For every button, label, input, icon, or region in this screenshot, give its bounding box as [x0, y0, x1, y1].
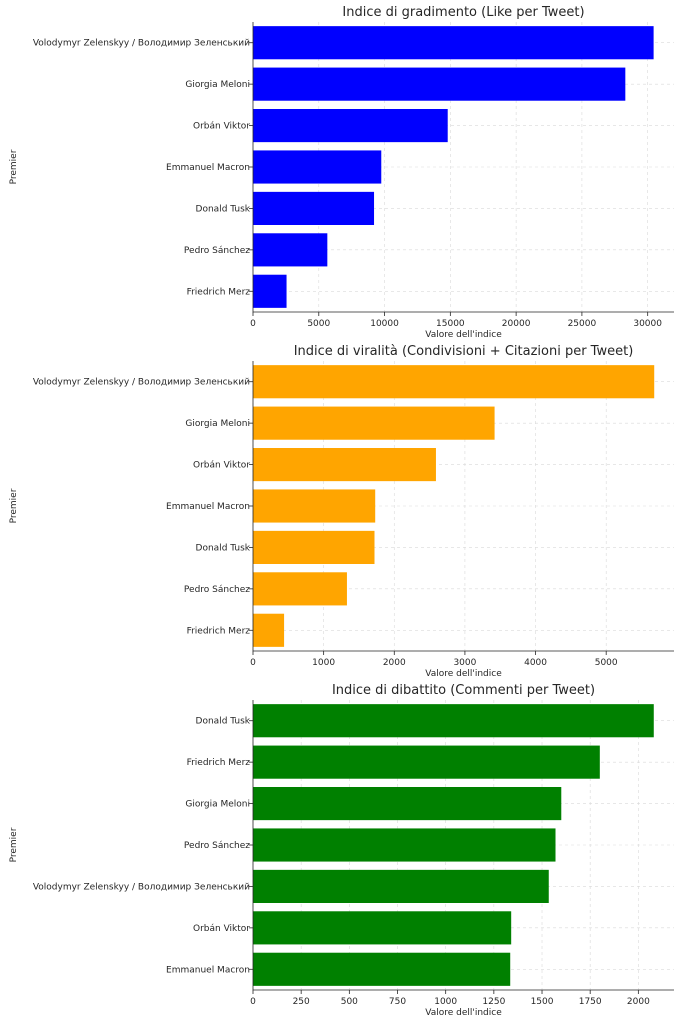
x-tick-label: 4000 [524, 658, 547, 668]
bar [253, 530, 375, 564]
bar [253, 911, 512, 945]
x-tick-label: 1250 [482, 997, 505, 1007]
category-label: Volodymyr Zelenskyy / Володимир Зеленськ… [33, 882, 250, 892]
x-tick-label: 0 [250, 319, 256, 329]
x-tick-label: 250 [293, 997, 310, 1007]
category-label: Volodymyr Zelenskyy / Володимир Зеленськ… [33, 378, 250, 388]
bar [253, 26, 654, 60]
bar [253, 704, 654, 738]
category-label: Friedrich Merz [187, 758, 251, 768]
bar [253, 613, 285, 647]
chart-panel-1: Indice di gradimento (Like per Tweet) 0 50… [9, 5, 674, 340]
bar [253, 787, 562, 821]
category-label: Pedro Sánchez [184, 841, 250, 851]
x-axis-label: Valore dell'indice [425, 669, 502, 679]
bar [253, 448, 436, 482]
chart-title: Indice di dibattito (Commenti per Tweet) [332, 683, 595, 698]
bar [253, 67, 626, 101]
category-label: Emmanuel Macron [166, 163, 250, 173]
x-tick-label: 5000 [307, 319, 330, 329]
x-tick-label: 15000 [436, 319, 465, 329]
axis-spine [252, 22, 674, 313]
x-axis-label: Valore dell'indice [425, 330, 502, 340]
x-tick-label: 3000 [453, 658, 476, 668]
x-tick-label: 2000 [627, 997, 650, 1007]
bar [253, 572, 347, 606]
bar [253, 489, 376, 523]
category-label: Orbán Viktor [193, 461, 250, 471]
bar [253, 745, 600, 779]
chart-title: Indice di viralità (Condivisioni + Citaz… [294, 344, 634, 359]
y-axis-label: Premier [9, 149, 19, 184]
bar [253, 109, 448, 143]
category-label: Orbán Viktor [193, 122, 250, 132]
bar [253, 233, 328, 267]
category-label: Giorgia Meloni [185, 419, 250, 429]
x-tick-label: 500 [341, 997, 358, 1007]
x-tick-label: 20000 [502, 319, 531, 329]
category-label: Giorgia Meloni [185, 80, 250, 90]
x-tick-label: 1000 [434, 997, 457, 1007]
x-tick-label: 2000 [383, 658, 406, 668]
x-tick-label: 10000 [370, 319, 399, 329]
x-tick-label: 1500 [531, 997, 554, 1007]
chart-panel-2: Indice di viralità (Condivisioni + Citaz… [9, 344, 674, 679]
axis-spine [252, 700, 674, 991]
category-label: Volodymyr Zelenskyy / Володимир Зеленськ… [33, 39, 250, 49]
category-label: Donald Tusk [196, 543, 251, 553]
x-tick-label: 0 [250, 997, 256, 1007]
category-label: Friedrich Merz [187, 287, 251, 297]
category-label: Friedrich Merz [187, 626, 251, 636]
axis-spine [252, 361, 674, 652]
bar [253, 406, 495, 440]
category-label: Pedro Sánchez [184, 246, 250, 256]
y-axis-label: Premier [9, 488, 19, 523]
category-label: Emmanuel Macron [166, 502, 250, 512]
category-label: Donald Tusk [196, 717, 251, 727]
bar [253, 191, 375, 225]
category-label: Orbán Viktor [193, 924, 250, 934]
category-label: Giorgia Meloni [185, 800, 250, 810]
x-tick-label: 0 [250, 658, 256, 668]
bar [253, 828, 556, 862]
x-axis-label: Valore dell'indice [425, 1008, 502, 1018]
bar [253, 274, 287, 308]
category-label: Donald Tusk [196, 204, 251, 214]
x-tick-label: 1000 [312, 658, 335, 668]
bar [253, 150, 382, 184]
y-axis-label: Premier [9, 827, 19, 862]
category-label: Pedro Sánchez [184, 585, 250, 595]
chart-title: Indice di gradimento (Like per Tweet) [342, 5, 584, 20]
bar [253, 952, 511, 986]
x-tick-label: 1750 [579, 997, 602, 1007]
bar [253, 365, 655, 399]
x-tick-label: 30000 [633, 319, 662, 329]
x-tick-label: 25000 [568, 319, 597, 329]
x-tick-label: 750 [389, 997, 406, 1007]
bar [253, 869, 549, 903]
chart-panel-3: Indice di dibattito (Commenti per Tweet)… [9, 683, 674, 1018]
category-label: Emmanuel Macron [166, 965, 250, 975]
x-tick-label: 5000 [595, 658, 618, 668]
